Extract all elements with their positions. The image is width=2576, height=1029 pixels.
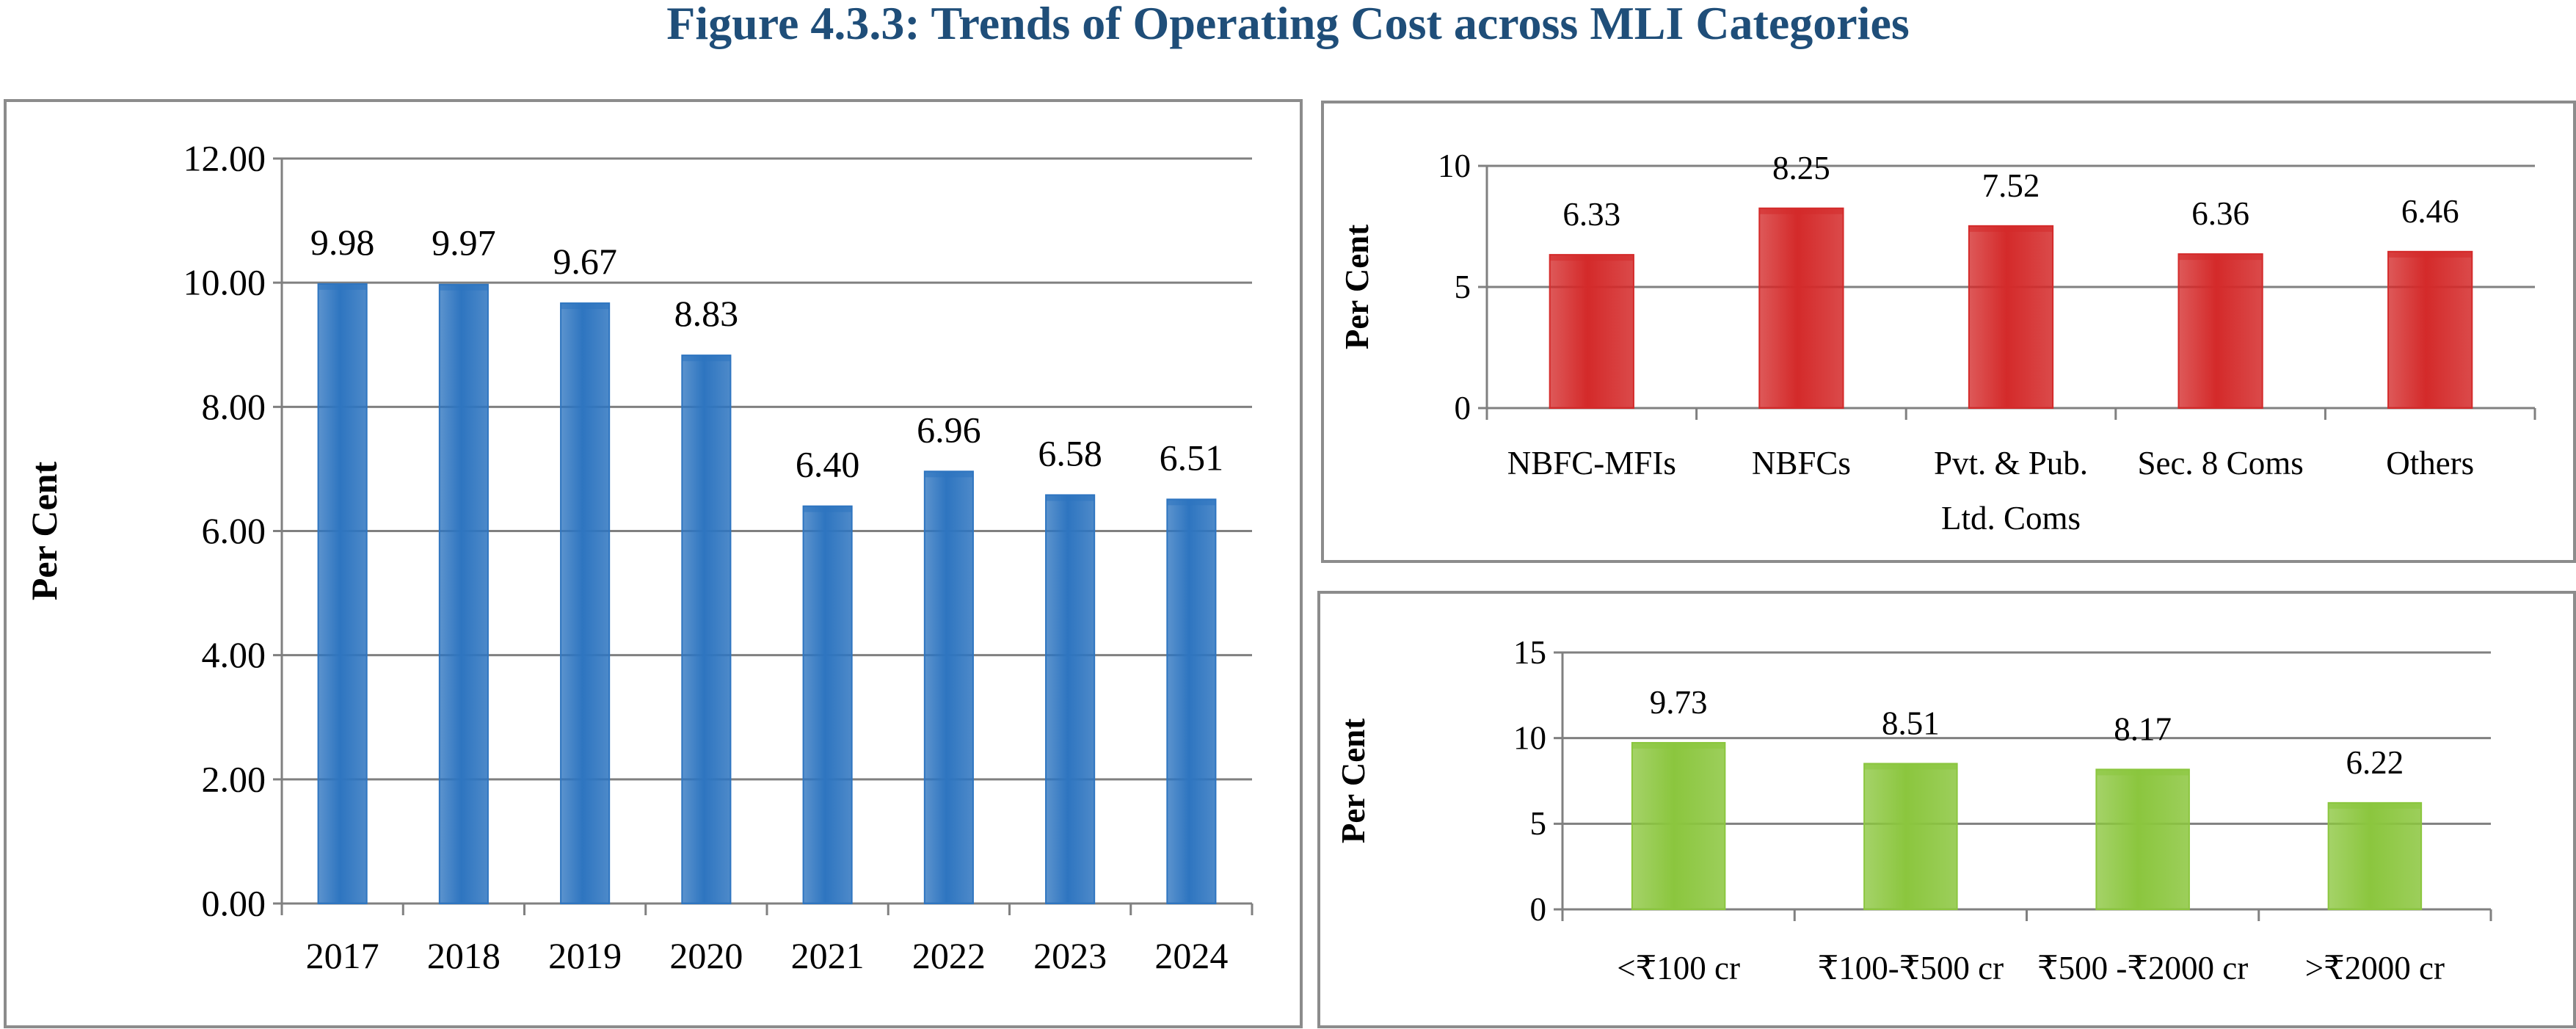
size-category-chart: 0 5 10 15 9.73 <₹100 cr 8.51 ₹100-₹500 cr 8.17 ₹5… (1335, 634, 2492, 986)
data-label: 8.17 (2114, 710, 2172, 747)
y-tick-label: 0.00 (202, 883, 266, 924)
x-tick-label: 2021 (791, 935, 865, 976)
data-label: 9.73 (1650, 684, 1708, 721)
bar-top-highlight (1968, 225, 2053, 232)
bar (1549, 254, 1634, 409)
x-tick-label: 2019 (548, 935, 622, 976)
bar-top-highlight (1549, 255, 1634, 261)
bar (317, 283, 368, 904)
bar (1631, 741, 1726, 910)
data-label: 6.51 (1160, 437, 1224, 478)
data-label: 9.97 (432, 222, 496, 263)
data-label: 9.67 (553, 241, 617, 282)
chart-panel-mli-type: 0 5 10 6.33 NBFC-MFIs 8.25 NBFCs 7.52 Pvt. & Pub… (1321, 101, 2576, 563)
bar (1863, 763, 1958, 910)
data-label: 6.46 (2401, 193, 2459, 230)
bar-top-highlight (1864, 763, 1957, 770)
figure-title: Figure 4.3.3: Trends of Operating Cost a… (666, 0, 1910, 49)
x-tick-label: Ltd. Coms (1941, 500, 2081, 537)
y-tick-label: 4.00 (202, 634, 266, 675)
y-tick-label: 5 (1455, 269, 1471, 305)
x-tick-label: ₹500 -₹2000 cr (2037, 950, 2248, 986)
mli-type-chart: 0 5 10 6.33 NBFC-MFIs 8.25 NBFCs 7.52 Pvt. & Pub… (1339, 148, 2536, 537)
y-tick-label: 12.00 (183, 138, 266, 179)
x-tick-label: Others (2386, 445, 2474, 481)
bar-top-highlight (1631, 742, 1725, 749)
data-label: 8.83 (674, 293, 739, 334)
data-label: 6.40 (796, 444, 860, 485)
x-tick-label: ₹100-₹500 cr (1818, 950, 2004, 986)
y-tick-label: 10.00 (183, 262, 266, 303)
bar-top-highlight (924, 471, 973, 478)
y-tick-label: 10 (1438, 148, 1471, 184)
x-tick-label: 2017 (306, 935, 379, 976)
y-tick-label: 6.00 (202, 510, 266, 551)
x-tick-label: Sec. 8 Coms (2137, 445, 2303, 481)
data-label: 6.33 (1562, 196, 1620, 233)
year-trend-chart: 0.00 2.00 4.00 6.00 8.00 10.00 12.00 9.98 2017 9.… (23, 138, 1254, 976)
data-label: 6.58 (1038, 432, 1102, 473)
y-tick-label: 0 (1530, 891, 1547, 928)
y-tick-label: 2.00 (202, 758, 266, 799)
bar (560, 302, 611, 904)
x-tick-label: <₹100 cr (1617, 950, 1740, 986)
x-tick-label: NBFC-MFIs (1507, 445, 1676, 481)
x-tick-label: Pvt. & Pub. (1934, 445, 2088, 481)
bar (1968, 225, 2054, 409)
y-tick-label: 5 (1530, 805, 1547, 842)
y-axis-title: Per Cent (1335, 719, 1372, 843)
bar-top-highlight (682, 355, 731, 362)
x-tick-label: 2024 (1154, 935, 1228, 976)
x-tick-label: 2023 (1033, 935, 1107, 976)
y-axis-title: Per Cent (1339, 225, 1375, 349)
y-axis-title: Per Cent (23, 462, 65, 601)
bar-top-highlight (318, 283, 367, 290)
bar-top-highlight (2096, 769, 2189, 776)
bar (2327, 801, 2423, 910)
data-label: 8.25 (1772, 150, 1830, 186)
x-tick-label: >₹2000 cr (2305, 950, 2445, 986)
bar-top-highlight (1046, 495, 1095, 501)
data-label: 9.98 (310, 222, 375, 263)
y-tick-label: 15 (1513, 634, 1546, 671)
bar (438, 283, 489, 904)
bar-top-highlight (803, 506, 852, 512)
x-tick-label: 2022 (912, 935, 986, 976)
x-tick-label: 2020 (669, 935, 743, 976)
bar (1166, 498, 1217, 904)
bar (2095, 768, 2190, 910)
data-label: 6.96 (917, 409, 981, 450)
bar (2387, 250, 2473, 409)
x-tick-label: NBFCs (1752, 445, 1851, 481)
data-label: 6.22 (2346, 744, 2404, 781)
bar-top-highlight (439, 284, 488, 291)
bar-top-highlight (561, 303, 610, 310)
bar-top-highlight (1167, 499, 1216, 506)
data-label: 8.51 (1882, 705, 1940, 741)
bar (681, 354, 732, 905)
y-tick-label: 10 (1513, 720, 1546, 757)
x-tick-label: 2018 (427, 935, 501, 976)
bar (2177, 253, 2263, 409)
bar (1758, 207, 1844, 409)
bar-top-highlight (1759, 208, 1844, 214)
y-tick-label: 8.00 (202, 386, 266, 427)
bar (923, 470, 974, 904)
bar-top-highlight (2328, 802, 2422, 809)
chart-panel-year-trend: 0.00 2.00 4.00 6.00 8.00 10.00 12.00 9.98 2017 9.… (4, 99, 1303, 1028)
chart-panel-size: 0 5 10 15 9.73 <₹100 cr 8.51 ₹100-₹500 cr 8.17 ₹5… (1317, 591, 2576, 1028)
bar (1045, 494, 1096, 904)
bar-top-highlight (2388, 251, 2473, 258)
y-tick-label: 0 (1455, 390, 1471, 426)
data-label: 6.36 (2191, 195, 2249, 232)
bar (802, 505, 853, 904)
data-label: 7.52 (1982, 167, 2040, 204)
bar-top-highlight (2178, 254, 2263, 261)
